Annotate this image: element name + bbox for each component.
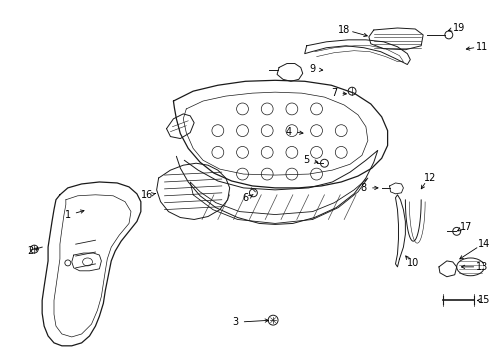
Text: 1: 1 [65, 210, 71, 220]
Text: 6: 6 [243, 193, 248, 203]
Text: 16: 16 [141, 190, 153, 200]
Text: 14: 14 [478, 239, 490, 249]
Text: 15: 15 [478, 296, 490, 305]
Text: 18: 18 [338, 25, 350, 35]
Text: 9: 9 [310, 64, 316, 75]
Text: 5: 5 [303, 155, 310, 165]
Text: 8: 8 [361, 183, 367, 193]
Text: 12: 12 [424, 173, 436, 183]
Text: 11: 11 [476, 42, 489, 52]
Text: 19: 19 [453, 23, 465, 33]
Text: 3: 3 [233, 317, 239, 327]
Text: 4: 4 [286, 127, 292, 137]
Text: 10: 10 [407, 258, 419, 268]
Text: 2: 2 [27, 246, 33, 256]
Text: 17: 17 [461, 222, 473, 232]
Text: 7: 7 [331, 88, 338, 98]
Text: 13: 13 [476, 262, 489, 272]
